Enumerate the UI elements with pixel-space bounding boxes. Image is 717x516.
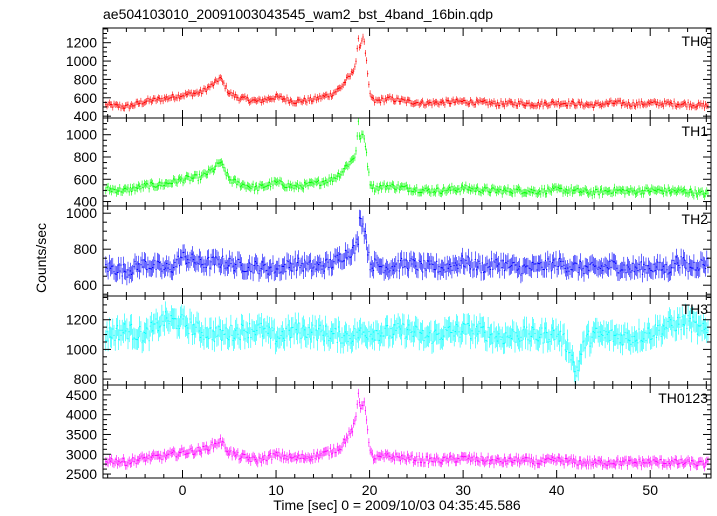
panel-label-th1: TH1 <box>682 123 709 139</box>
panel-th0: 400 600 800 1000 1200 TH0 <box>66 27 712 124</box>
panel-frame <box>102 27 712 119</box>
y-tick-label: 1000 <box>66 127 97 143</box>
series-th1 <box>105 118 709 200</box>
y-tick-label: 600 <box>74 171 98 187</box>
y-tick-label: 400 <box>74 194 98 210</box>
error-bars-th3 <box>105 301 709 385</box>
x-tick-labels: 0 10 20 30 40 50 <box>179 482 659 498</box>
x-tick-label: 0 <box>179 482 187 498</box>
series-th3 <box>105 301 709 385</box>
panel-th1: 400 600 800 1000 TH1 <box>66 117 712 210</box>
y-tick-label: 800 <box>74 371 98 387</box>
y-tick-label: 3500 <box>66 426 97 442</box>
y-tick-label: 400 <box>74 108 98 124</box>
series-th2 <box>105 209 709 286</box>
y-tick-label: 1200 <box>66 312 97 328</box>
y-tick-label: 3000 <box>66 446 97 462</box>
data-line-th1 <box>105 120 709 197</box>
y-tick-label: 600 <box>74 90 98 106</box>
y-tick-label: 800 <box>74 241 98 257</box>
panels-group: 400 600 800 1000 1200 TH0 400 600 800 1000 TH1 600 8… <box>66 27 712 482</box>
x-tick-label: 40 <box>549 482 565 498</box>
x-tick-label: 50 <box>642 482 658 498</box>
data-line-th0123 <box>105 392 709 468</box>
series-th0 <box>105 33 709 112</box>
panel-frame <box>102 117 712 207</box>
panel-frame <box>102 295 712 386</box>
y-tick-label: 4500 <box>66 387 97 403</box>
y-tick-label: 1000 <box>66 205 97 221</box>
y-tick-label: 1200 <box>66 35 97 51</box>
y-tick-label: 1000 <box>66 53 97 69</box>
y-tick-label: 600 <box>74 277 98 293</box>
x-tick-label: 30 <box>455 482 471 498</box>
y-axis-label: Counts/sec <box>33 223 49 293</box>
figure-title: ae504103010_20091003043545_wam2_bst_4ban… <box>103 6 493 22</box>
x-tick-label: 10 <box>268 482 284 498</box>
x-axis-label: Time [sec] 0 = 2009/10/03 04:35:45.586 <box>273 497 521 513</box>
y-tick-label: 800 <box>74 71 98 87</box>
panel-label-th0123: TH0123 <box>658 390 708 406</box>
panel-th3: 800 1000 1200 TH3 <box>66 295 712 387</box>
error-bars-th2 <box>105 209 709 286</box>
panel-frame <box>102 384 712 479</box>
series-th0123 <box>105 388 709 472</box>
data-line-th0 <box>105 36 709 109</box>
panel-th0123: 2500 3000 3500 4000 4500 TH0123 <box>66 384 712 482</box>
x-tick-label: 20 <box>362 482 378 498</box>
y-tick-label: 2500 <box>66 466 97 482</box>
y-tick-label: 4000 <box>66 407 97 423</box>
panel-label-th3: TH3 <box>682 301 709 317</box>
data-line-th3 <box>105 311 709 377</box>
y-tick-label: 800 <box>74 149 98 165</box>
panel-frame <box>102 205 712 297</box>
panel-th2: 600 800 1000 TH2 <box>66 205 712 297</box>
y-tick-label: 1000 <box>66 341 97 357</box>
data-line-th2 <box>105 217 709 278</box>
panel-label-th2: TH2 <box>682 211 709 227</box>
panel-label-th0: TH0 <box>682 33 709 49</box>
